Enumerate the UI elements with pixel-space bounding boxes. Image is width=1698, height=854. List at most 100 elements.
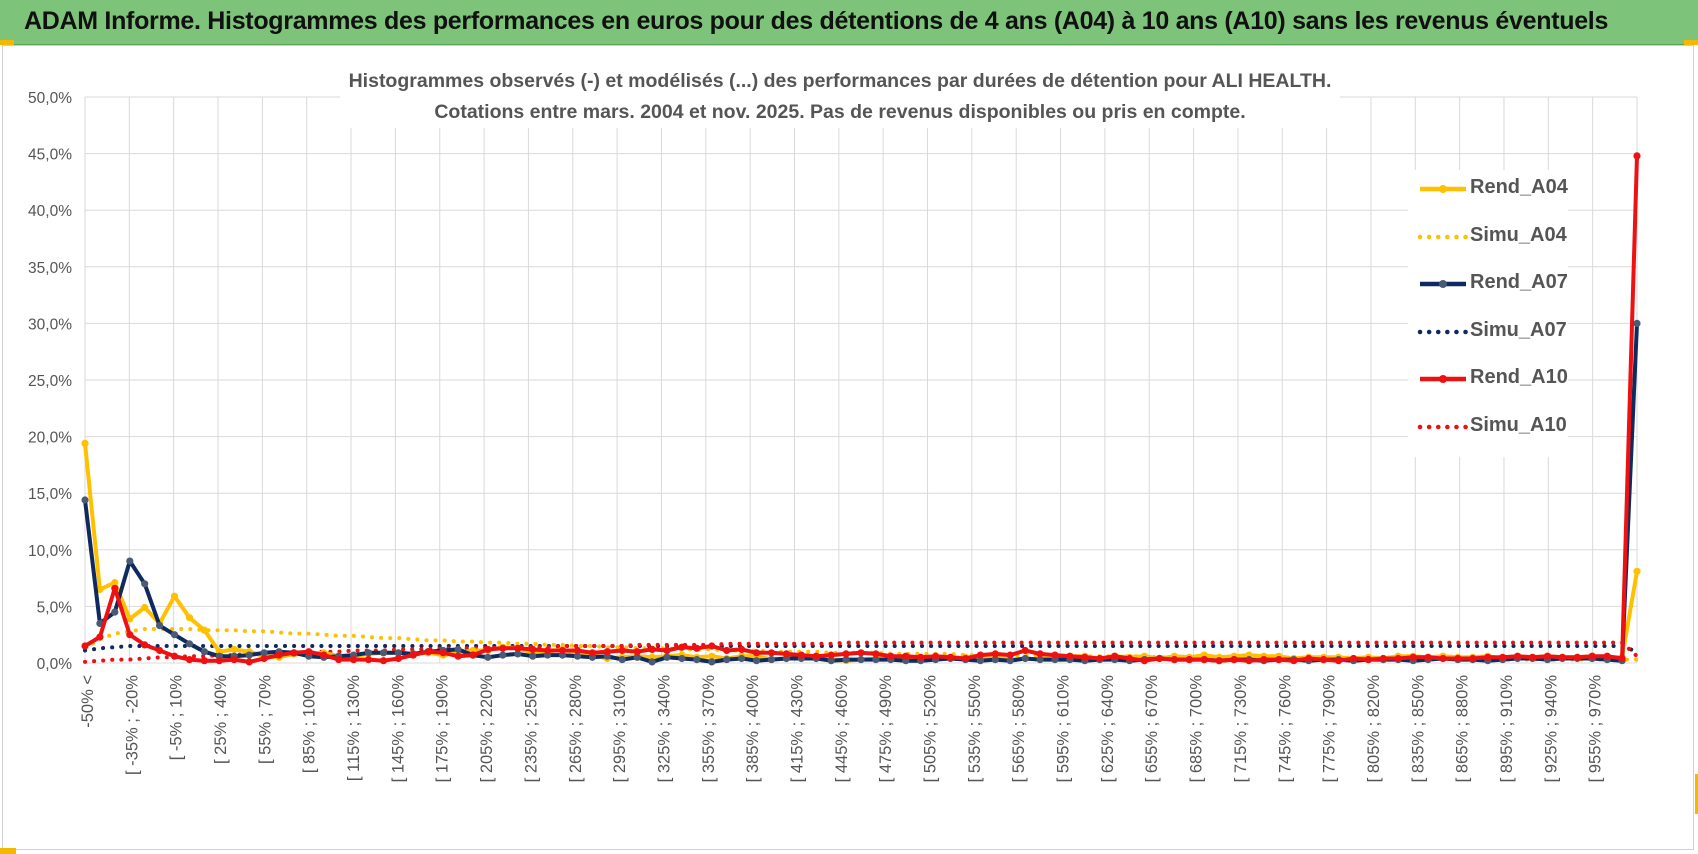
x-tick-label: [ 115% ; 130% <box>345 675 363 781</box>
data-point <box>529 645 537 654</box>
data-point <box>752 649 761 657</box>
x-axis-ticks: -50% < [ -35% ; -20% [ -5% ; 10% [ 25% ; 40… <box>79 675 1605 783</box>
data-point <box>1454 654 1462 663</box>
data-point <box>1275 656 1283 664</box>
data-point <box>678 643 686 651</box>
x-tick-label: [ -5% ; 10% <box>168 675 186 761</box>
data-point <box>394 654 402 663</box>
data-point <box>1051 651 1059 659</box>
data-point <box>379 649 388 657</box>
data-point <box>961 654 970 663</box>
data-point <box>872 650 880 658</box>
data-point <box>1439 654 1447 663</box>
data-point <box>1006 651 1014 659</box>
data-point <box>738 654 746 663</box>
legend-swatch <box>1420 375 1466 383</box>
data-point <box>618 646 626 655</box>
data-point <box>573 652 582 660</box>
data-point <box>185 656 194 664</box>
data-point <box>335 656 343 664</box>
legend-swatch <box>1420 280 1466 288</box>
corner-accent <box>0 40 14 45</box>
data-point <box>1260 656 1268 664</box>
data-point <box>499 644 507 652</box>
chart-frame <box>2 45 1694 850</box>
chart-series <box>81 152 1641 666</box>
legend-swatch <box>1417 424 1469 429</box>
data-point <box>1633 319 1641 327</box>
data-point <box>648 645 656 654</box>
data-point <box>842 656 850 664</box>
data-point <box>723 646 731 655</box>
data-point <box>529 652 537 660</box>
data-point <box>111 579 119 587</box>
data-point <box>633 648 641 656</box>
legend-label: Simu_A07 <box>1470 318 1567 341</box>
y-tick-label: 50,0% <box>28 90 72 107</box>
x-tick-label: [ 925% ; 940% <box>1542 675 1560 783</box>
data-point <box>81 439 89 447</box>
data-point <box>708 652 716 660</box>
data-point <box>767 656 776 664</box>
data-point <box>230 656 238 664</box>
data-point <box>1588 652 1596 660</box>
data-point <box>663 646 671 655</box>
data-point <box>1290 657 1298 665</box>
data-point <box>1364 656 1372 664</box>
data-point <box>708 642 716 650</box>
x-tick-label: [ 85% ; 100% <box>301 675 319 773</box>
data-point <box>633 653 641 661</box>
data-point <box>364 649 373 657</box>
y-tick-label: 5,0% <box>37 599 73 616</box>
data-point <box>1036 656 1044 664</box>
data-point <box>991 656 999 664</box>
data-point <box>215 657 223 665</box>
data-point <box>588 649 597 657</box>
chart-title-line: Histogrammes observés (-) et modélisés (… <box>348 70 1332 92</box>
y-tick-label: 25,0% <box>28 373 72 390</box>
data-point <box>185 640 194 648</box>
data-point <box>872 656 880 664</box>
data-point <box>1021 646 1029 655</box>
x-tick-label: [ 565% ; 580% <box>1010 675 1028 783</box>
data-point <box>260 654 268 663</box>
data-point <box>1111 652 1119 660</box>
data-point <box>409 651 417 659</box>
data-point <box>1618 654 1626 663</box>
data-point <box>1320 656 1328 664</box>
series-line <box>83 323 1639 664</box>
data-point <box>424 648 432 656</box>
data-point <box>917 653 925 661</box>
x-tick-label: [ 655% ; 670% <box>1143 675 1161 783</box>
legend-label: Rend_A07 <box>1470 271 1568 293</box>
data-point <box>1230 656 1238 664</box>
series-Rend_A10 <box>81 152 1641 666</box>
y-tick-label: 0,0% <box>37 656 73 673</box>
data-point <box>499 651 507 659</box>
data-point <box>200 648 208 656</box>
x-tick-label: [ 625% ; 640% <box>1099 675 1117 783</box>
corner-accent <box>1695 774 1698 814</box>
data-point <box>1170 656 1178 664</box>
x-tick-label: [ 835% ; 850% <box>1409 675 1427 783</box>
data-point <box>976 657 985 665</box>
x-tick-label: [ 685% ; 700% <box>1188 675 1206 783</box>
header-banner: ADAM Informe. Histogrammes des performan… <box>0 0 1698 45</box>
data-point <box>1155 654 1164 663</box>
data-point <box>156 622 164 630</box>
legend-label: Rend_A10 <box>1470 366 1568 388</box>
data-point <box>1603 652 1611 660</box>
data-point <box>245 651 253 659</box>
data-point <box>514 650 522 658</box>
x-tick-label: [ 355% ; 370% <box>700 675 718 783</box>
y-tick-label: 35,0% <box>28 260 72 277</box>
data-point <box>782 650 791 658</box>
x-tick-label: [ 955% ; 970% <box>1587 675 1605 783</box>
data-point <box>81 642 89 650</box>
x-tick-label: [ 325% ; 340% <box>655 675 673 783</box>
data-point <box>200 657 208 665</box>
x-tick-label: [ 745% ; 760% <box>1276 675 1294 783</box>
data-point <box>141 603 149 612</box>
data-point <box>738 645 746 654</box>
data-point <box>245 658 253 666</box>
